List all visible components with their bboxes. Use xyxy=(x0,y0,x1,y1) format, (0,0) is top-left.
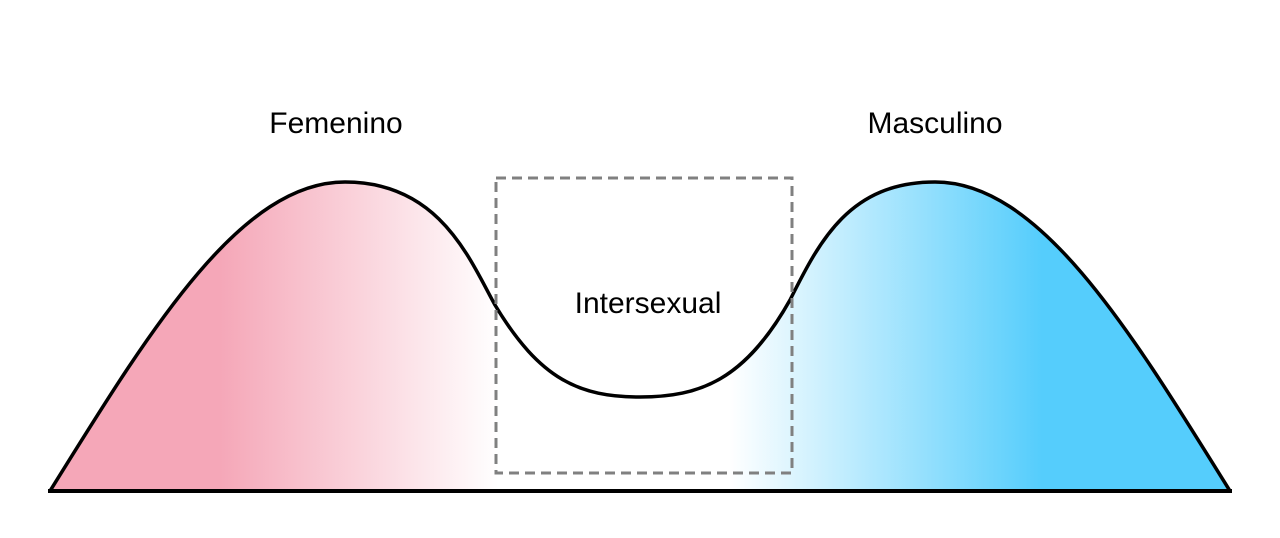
male-label: Masculino xyxy=(867,107,1002,140)
intersex-region-box xyxy=(494,176,794,475)
female-label: Femenino xyxy=(269,107,402,140)
intersex-label: Intersexual xyxy=(575,287,722,320)
distribution-curve xyxy=(48,180,1232,493)
